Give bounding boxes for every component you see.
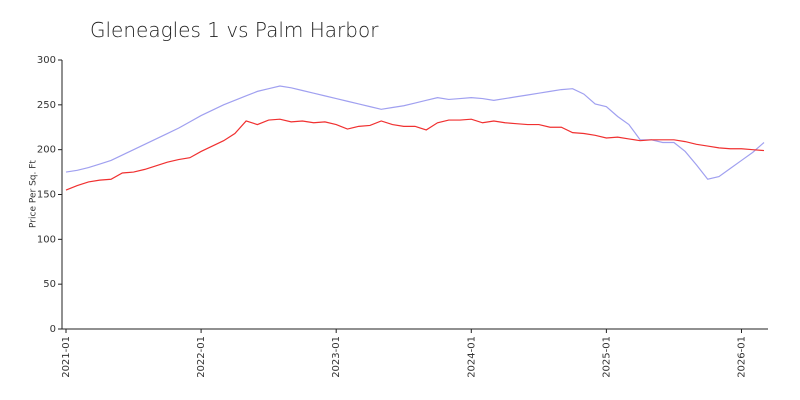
y-axis-label: Price Per Sq. Ft — [29, 160, 39, 228]
y-tick-label: 150 — [37, 190, 56, 201]
series-line — [65, 85, 765, 180]
series-line — [65, 118, 765, 191]
x-tick-label: 2024-01 — [466, 336, 477, 378]
y-tick-label: 300 — [37, 55, 56, 66]
y-tick-label: 100 — [37, 234, 56, 245]
x-tick-label: 2026-01 — [736, 336, 747, 378]
chart-title: Gleneagles 1 vs Palm Harbor — [90, 18, 379, 42]
y-tick-label: 50 — [43, 279, 56, 290]
y-tick-label: 250 — [37, 100, 56, 111]
x-tick-label: 2022-01 — [196, 336, 207, 378]
x-tick-label: 2021-01 — [61, 336, 72, 378]
x-tick-label: 2025-01 — [601, 336, 612, 378]
y-tick-label: 0 — [50, 324, 56, 335]
x-tick-label: 2023-01 — [331, 336, 342, 378]
y-tick-label: 200 — [37, 145, 56, 156]
